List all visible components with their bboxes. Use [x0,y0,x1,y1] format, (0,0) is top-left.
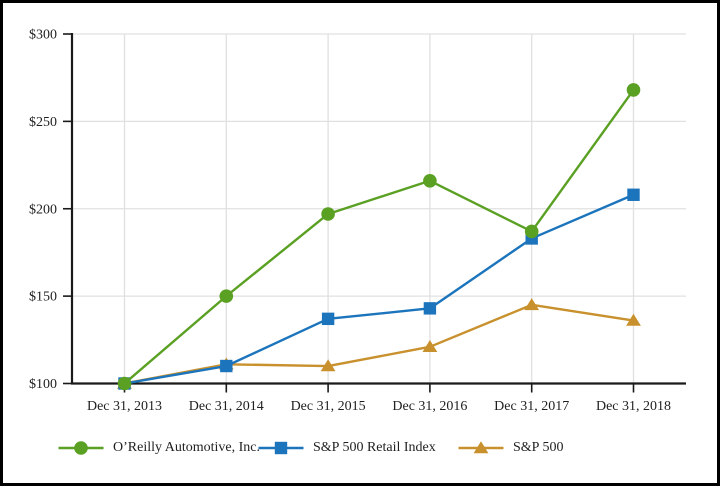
data-point-triangle [626,313,641,326]
y-axis-tick-label: $200 [29,202,57,217]
data-point-circle [117,376,132,391]
x-axis-tick-label: Dec 31, 2014 [189,399,264,414]
x-axis-tick-label: Dec 31, 2016 [392,399,467,414]
series-line [123,89,635,385]
legend-item-sp500: S&P 500 [458,437,563,459]
chart-legend: O’Reilly Automotive, Inc. S&P 500 Retail… [58,437,698,459]
x-axis-tick-label: Dec 31, 2013 [87,399,162,414]
data-point-square [220,359,233,373]
data-point-square [274,441,288,455]
y-axis-tick-label: $300 [29,28,57,43]
legend-label: O’Reilly Automotive, Inc. [113,440,260,455]
data-point-triangle [524,298,540,311]
legend-item-oreilly-automotive: O’Reilly Automotive, Inc. [58,437,260,459]
y-axis-tick-label: $100 [29,377,57,392]
data-point-circle [74,441,88,455]
data-point-square [627,188,640,201]
legend-item-sp500-retail-index: S&P 500 Retail Index [258,437,436,459]
series-line [124,193,634,385]
data-point-circle [423,173,437,188]
legend-label: S&P 500 Retail Index [313,440,436,455]
data-point-square [423,302,437,315]
chart-plot-area: $100 $150 $200 $250 $300 Dec 31, 2013 Dec 31, … [29,28,686,414]
x-axis-tick-label: Dec 31, 2015 [291,399,366,414]
legend-label: S&P 500 [513,440,564,455]
data-point-square [321,312,335,326]
y-axis-tick-label: $150 [29,290,57,305]
data-point-circle [219,289,234,303]
data-point-triangle [422,340,438,353]
series-line [124,303,634,385]
green-circle-marker-icon [58,438,104,458]
orange-triangle-marker-icon [458,438,504,458]
blue-square-marker-icon [258,438,304,458]
data-point-triangle [473,441,489,454]
data-point-circle [524,224,539,239]
data-point-triangle [320,359,336,372]
data-point-circle [321,207,335,221]
x-axis-tick-label: Dec 31, 2017 [494,399,569,414]
x-axis-tick-label: Dec 31, 2018 [596,399,671,414]
y-axis-tick-label: $250 [29,115,57,130]
data-point-circle [626,83,641,97]
